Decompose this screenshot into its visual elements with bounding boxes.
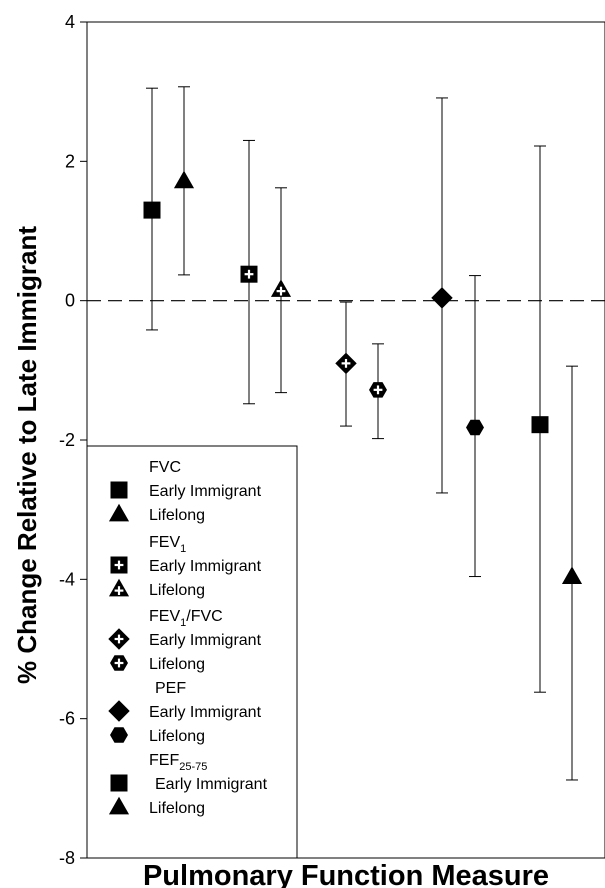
legend-entry: Early Immigrant: [110, 481, 262, 500]
legend-entry-label: Early Immigrant: [149, 704, 262, 721]
marker-shape: [143, 201, 161, 219]
y-axis-title: % Change Relative to Late Immigrant: [12, 226, 42, 684]
y-tick-label: -6: [59, 709, 75, 729]
legend-entry: Lifelong: [108, 503, 205, 524]
legend-entry-label: Lifelong: [149, 507, 205, 524]
marker-shape: [561, 566, 583, 584]
legend-entry: Early Immigrant: [108, 628, 262, 650]
legend-entry-label: Early Immigrant: [149, 558, 262, 575]
legend-entry-label: Early Immigrant: [149, 483, 262, 500]
legend-entry: Early Immigrant: [110, 556, 262, 575]
data-point: [173, 86, 195, 276]
y-tick-label: 0: [65, 291, 75, 311]
legend-entry: Lifelong: [110, 655, 205, 673]
legend-entry-label: Lifelong: [149, 582, 205, 599]
legend-entry: Lifelong: [108, 796, 205, 817]
y-tick-label: 2: [65, 151, 75, 171]
x-axis-title: Pulmonary Function Measure: [143, 860, 549, 888]
marker-shape: [108, 700, 130, 722]
legend-group-title: FEF25-75: [149, 752, 207, 773]
legend-entry-label: Early Immigrant: [149, 632, 262, 649]
plot-frame: [86, 21, 605, 859]
marker-shape: [431, 287, 453, 309]
legend-entry: Lifelong: [108, 578, 205, 599]
legend-group-title: FEV1: [149, 534, 186, 555]
legend-entry-label: Lifelong: [149, 656, 205, 673]
data-point: [240, 139, 258, 405]
y-axis: -8 -6 -4 -2 0 2 4: [59, 12, 87, 868]
data-point: [335, 301, 357, 427]
legend: FVC Early Immigrant Lifelong FEV1 Early Immi…: [86, 445, 298, 859]
marker-shape: [110, 481, 128, 499]
legend-entry-label: Early Immigrant: [155, 776, 268, 793]
legend-group-title: FVC: [149, 459, 181, 476]
legend-entry: Lifelong: [110, 727, 205, 745]
data-point: [369, 343, 387, 440]
data-point: [561, 365, 583, 781]
legend-entry: Early Immigrant: [110, 774, 268, 793]
y-tick-label: -8: [59, 848, 75, 868]
data-point: [431, 97, 453, 494]
y-tick-label: 4: [65, 12, 75, 32]
data-point: [143, 87, 161, 331]
y-tick-label: -4: [59, 569, 75, 589]
marker-shape: [108, 796, 130, 815]
marker-shape: [531, 416, 549, 434]
legend-group-title: FEV1/FVC: [149, 608, 223, 629]
marker-shape: [110, 774, 128, 792]
data-point: [531, 145, 549, 693]
marker-shape: [173, 170, 195, 189]
data-point: [270, 187, 292, 394]
legend-entry-label: Lifelong: [149, 800, 205, 817]
legend-entry-label: Lifelong: [149, 728, 205, 745]
data-points: [143, 86, 583, 781]
marker-shape: [466, 419, 484, 436]
legend-entry: Early Immigrant: [108, 700, 262, 722]
marker-shape: [110, 727, 128, 743]
legend-group-title: PEF: [155, 680, 186, 697]
marker-shape: [108, 503, 130, 522]
y-tick-label: -2: [59, 430, 75, 450]
data-point: [466, 275, 484, 578]
